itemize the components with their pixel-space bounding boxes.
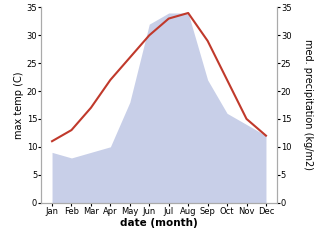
X-axis label: date (month): date (month) bbox=[120, 219, 198, 228]
Y-axis label: med. precipitation (kg/m2): med. precipitation (kg/m2) bbox=[302, 40, 313, 170]
Y-axis label: max temp (C): max temp (C) bbox=[14, 71, 24, 139]
